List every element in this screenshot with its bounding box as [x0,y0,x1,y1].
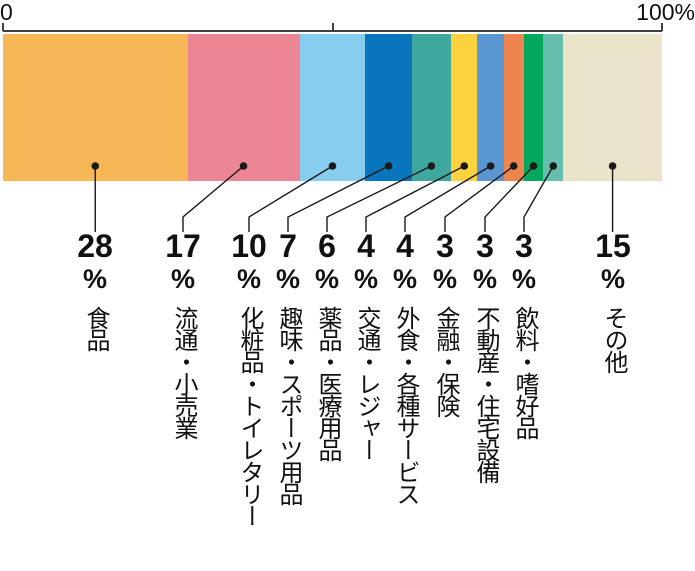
bar-segment-6 [477,34,504,181]
axis-label-hundred: 100% [636,0,695,25]
segment-percent-sign: % [275,264,301,294]
bar-segment-5 [451,34,478,181]
bar-segment-1 [187,34,300,181]
segment-value: 4 [357,228,375,264]
axis-line [3,30,662,32]
segment-value: 3 [476,228,494,264]
segment-label-0: 28% 食品 [77,230,113,355]
segment-percent-sign: % [82,264,107,294]
bar-segment-3 [365,34,412,181]
axis-label-zero: 0 [0,0,13,25]
segment-value: 28 [77,228,113,264]
segment-name: その他 [600,306,627,372]
segment-label-8: 3% 不動産・住宅設備 [471,228,499,487]
segment-name: 趣味・スポーツ用品 [274,306,302,504]
segment-value: 3 [515,228,533,264]
segment-percent-sign: % [170,264,195,294]
segment-label-6: 4% 外食・各種サービス [391,228,419,509]
segment-label-4: 6% 薬品・医療用品 [313,228,341,465]
segment-label-7: 3% 金融・保険 [431,228,459,421]
segment-name: 流通・小売業 [170,306,197,438]
segment-percent-sign: % [236,264,261,294]
segment-value: 6 [318,228,336,264]
segment-value: 7 [279,228,297,264]
segment-name: 化粧品・トイレタリー [236,306,263,526]
bar-segment-0 [3,34,188,181]
segment-percent-sign: % [353,264,379,294]
segment-percent-sign: % [600,264,625,294]
segment-label-10: 15% その他 [595,230,631,377]
segment-percent-sign: % [432,264,458,294]
bar-segment-10 [563,34,662,181]
bar-container [3,34,662,181]
segment-label-3: 7% 趣味・スポーツ用品 [274,228,302,509]
segment-name: 薬品・医療用品 [313,306,341,460]
segment-percent-sign: % [472,264,498,294]
segment-name: 飲料・嗜好品 [510,306,538,438]
segment-value: 4 [396,228,414,264]
bar-segment-2 [299,34,366,181]
bar-segment-4 [411,34,452,181]
segment-label-1: 17% 流通・小売業 [165,230,201,443]
bar-segment-9 [543,34,564,181]
segment-name: 不動産・住宅設備 [471,306,499,482]
bar-segment-7 [503,34,524,181]
segment-percent-sign: % [314,264,340,294]
axis-tick-0 [2,23,4,31]
segment-percent-sign: % [511,264,537,294]
segment-value: 3 [436,228,454,264]
segment-name: 外食・各種サービス [391,306,419,504]
axis-tick-100 [661,23,663,31]
segment-name: 金融・保険 [431,306,459,416]
segment-percent-sign: % [392,264,418,294]
segment-label-2: 10% 化粧品・トイレタリー [231,230,267,531]
segment-name: 食品 [82,306,109,350]
segment-name: 交通・レジャー [352,306,380,460]
axis-tick-50 [331,23,334,31]
bar-segment-8 [523,34,544,181]
segment-label-9: 3% 飲料・嗜好品 [510,228,538,443]
segment-value: 17 [165,228,201,264]
segment-label-5: 4% 交通・レジャー [352,228,380,465]
segment-value: 15 [595,228,631,264]
segment-value: 10 [231,228,267,264]
